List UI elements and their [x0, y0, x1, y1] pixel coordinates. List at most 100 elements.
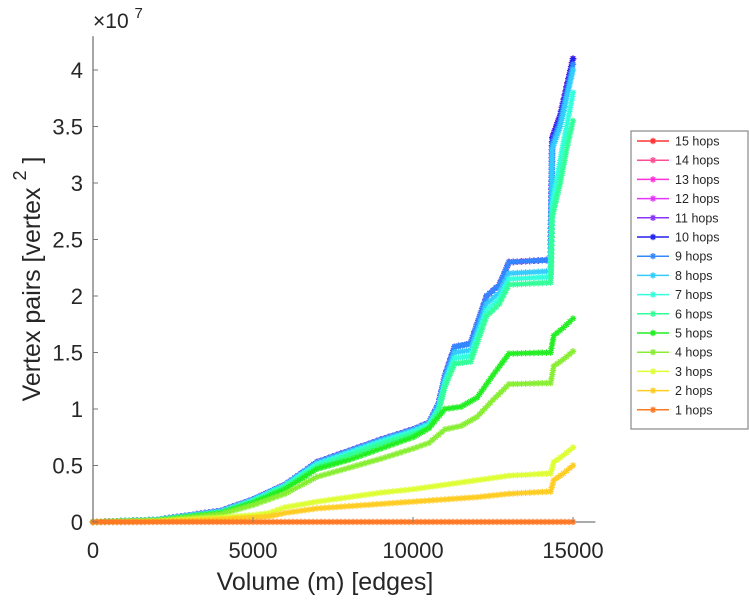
- data-point: [313, 505, 321, 512]
- data-point: [548, 238, 555, 245]
- data-point: [548, 165, 556, 172]
- y-tick-label: 1: [71, 397, 83, 422]
- data-point: [437, 518, 445, 526]
- data-point: [470, 396, 477, 403]
- data-point: [485, 492, 493, 500]
- data-point: [500, 386, 507, 393]
- legend-marker: [649, 329, 657, 337]
- data-point: [465, 494, 473, 501]
- data-point: [325, 462, 333, 469]
- data-point: [321, 518, 329, 526]
- x-tick-label: 15000: [542, 538, 603, 563]
- data-point: [317, 464, 325, 471]
- data-point: [345, 493, 353, 501]
- data-point: [435, 408, 442, 415]
- data-point: [548, 193, 555, 200]
- data-point: [278, 487, 285, 494]
- data-point: [533, 518, 541, 526]
- data-point: [225, 508, 233, 516]
- data-point: [357, 452, 365, 459]
- data-point: [553, 456, 561, 464]
- data-point: [549, 462, 556, 470]
- data-point: [569, 117, 577, 125]
- data-point: [209, 518, 217, 526]
- data-point: [133, 518, 141, 526]
- data-point: [121, 518, 129, 526]
- data-point: [560, 356, 567, 363]
- data-point: [365, 491, 373, 498]
- data-point: [463, 353, 470, 360]
- y-tick-label: 0: [71, 510, 83, 535]
- data-point: [269, 518, 277, 526]
- data-point: [373, 518, 381, 526]
- data-point: [489, 518, 497, 526]
- data-point: [548, 234, 555, 241]
- data-point: [441, 518, 449, 526]
- data-point: [559, 111, 567, 118]
- data-point: [554, 130, 561, 138]
- data-point: [389, 518, 397, 526]
- data-point: [405, 486, 413, 493]
- data-point: [568, 121, 576, 129]
- data-point: [453, 518, 461, 526]
- data-point: [514, 490, 521, 497]
- data-point: [459, 359, 466, 366]
- data-point: [567, 78, 574, 86]
- data-point: [530, 471, 538, 478]
- data-point: [489, 474, 497, 482]
- data-point: [285, 509, 293, 516]
- data-point: [518, 471, 525, 479]
- ticks: 0 5000 10000 15000 0 0.5 1 1.5 2 2.5 3 3.5 4: [52, 58, 603, 563]
- data-point: [539, 279, 546, 287]
- data-point: [530, 280, 538, 287]
- data-point: [292, 479, 299, 486]
- data-point: [543, 379, 550, 387]
- data-point: [557, 472, 564, 479]
- data-point: [409, 430, 417, 438]
- data-point: [361, 501, 369, 509]
- data-point: [477, 328, 485, 336]
- data-point: [301, 518, 309, 526]
- data-point: [543, 349, 550, 356]
- data-point: [555, 127, 563, 134]
- data-point: [505, 518, 513, 526]
- data-point: [537, 518, 545, 526]
- data-point: [534, 470, 542, 478]
- data-point: [397, 487, 405, 494]
- data-point: [545, 518, 553, 526]
- data-point: [433, 518, 441, 526]
- data-point: [261, 497, 269, 505]
- data-point: [518, 350, 525, 357]
- data-point: [505, 472, 513, 479]
- legend-marker: [649, 387, 657, 394]
- data-point: [469, 477, 477, 484]
- data-point: [563, 321, 570, 328]
- data-point: [461, 478, 469, 486]
- data-point: [436, 403, 443, 411]
- legend: 15 hops 14 hops 13 hops 12 hops 11 hops 10 ho…: [630, 130, 749, 430]
- data-point: [448, 368, 455, 375]
- data-point: [365, 501, 373, 508]
- data-point: [441, 481, 449, 488]
- data-point: [381, 443, 389, 451]
- data-point: [566, 104, 574, 111]
- legend-label: 9 hops: [675, 250, 713, 264]
- data-point: [501, 270, 508, 277]
- data-point: [501, 473, 509, 480]
- data-point: [353, 449, 361, 456]
- data-point: [548, 185, 555, 192]
- data-point: [137, 518, 145, 526]
- data-point: [550, 142, 557, 149]
- data-point: [467, 398, 474, 405]
- data-point: [309, 518, 317, 526]
- data-point: [547, 349, 554, 356]
- data-point: [433, 482, 441, 490]
- data-point: [357, 518, 365, 526]
- data-point: [277, 518, 285, 526]
- data-point: [225, 515, 233, 522]
- data-point: [557, 176, 565, 183]
- data-point: [550, 458, 557, 466]
- data-point: [401, 486, 409, 494]
- data-point: [306, 470, 314, 477]
- data-point: [245, 518, 253, 526]
